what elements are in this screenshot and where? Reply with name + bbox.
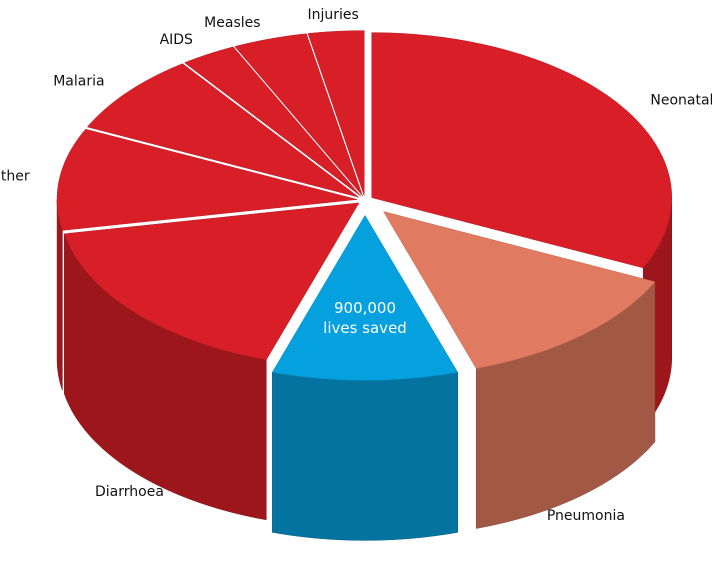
slice-label: Neonatal <box>650 92 712 108</box>
slice <box>382 211 656 369</box>
slice <box>234 33 363 196</box>
slice-label: Measles <box>204 15 260 31</box>
slice-label: Injuries <box>308 7 359 23</box>
slice <box>307 30 365 196</box>
slice <box>56 128 358 231</box>
slice <box>184 46 362 197</box>
slice-label: Diarrhoea <box>95 484 164 500</box>
slice <box>63 202 360 361</box>
slice-side <box>272 372 458 541</box>
slice-label: 900,000 lives saved <box>323 298 407 337</box>
slice-label: Pneumonia <box>547 508 625 524</box>
slice-label: Other <box>0 169 30 185</box>
slice-label: AIDS <box>160 32 193 48</box>
slice <box>371 32 673 269</box>
slice-label: Malaria <box>53 74 104 90</box>
slice <box>86 63 359 198</box>
slice <box>271 214 459 381</box>
